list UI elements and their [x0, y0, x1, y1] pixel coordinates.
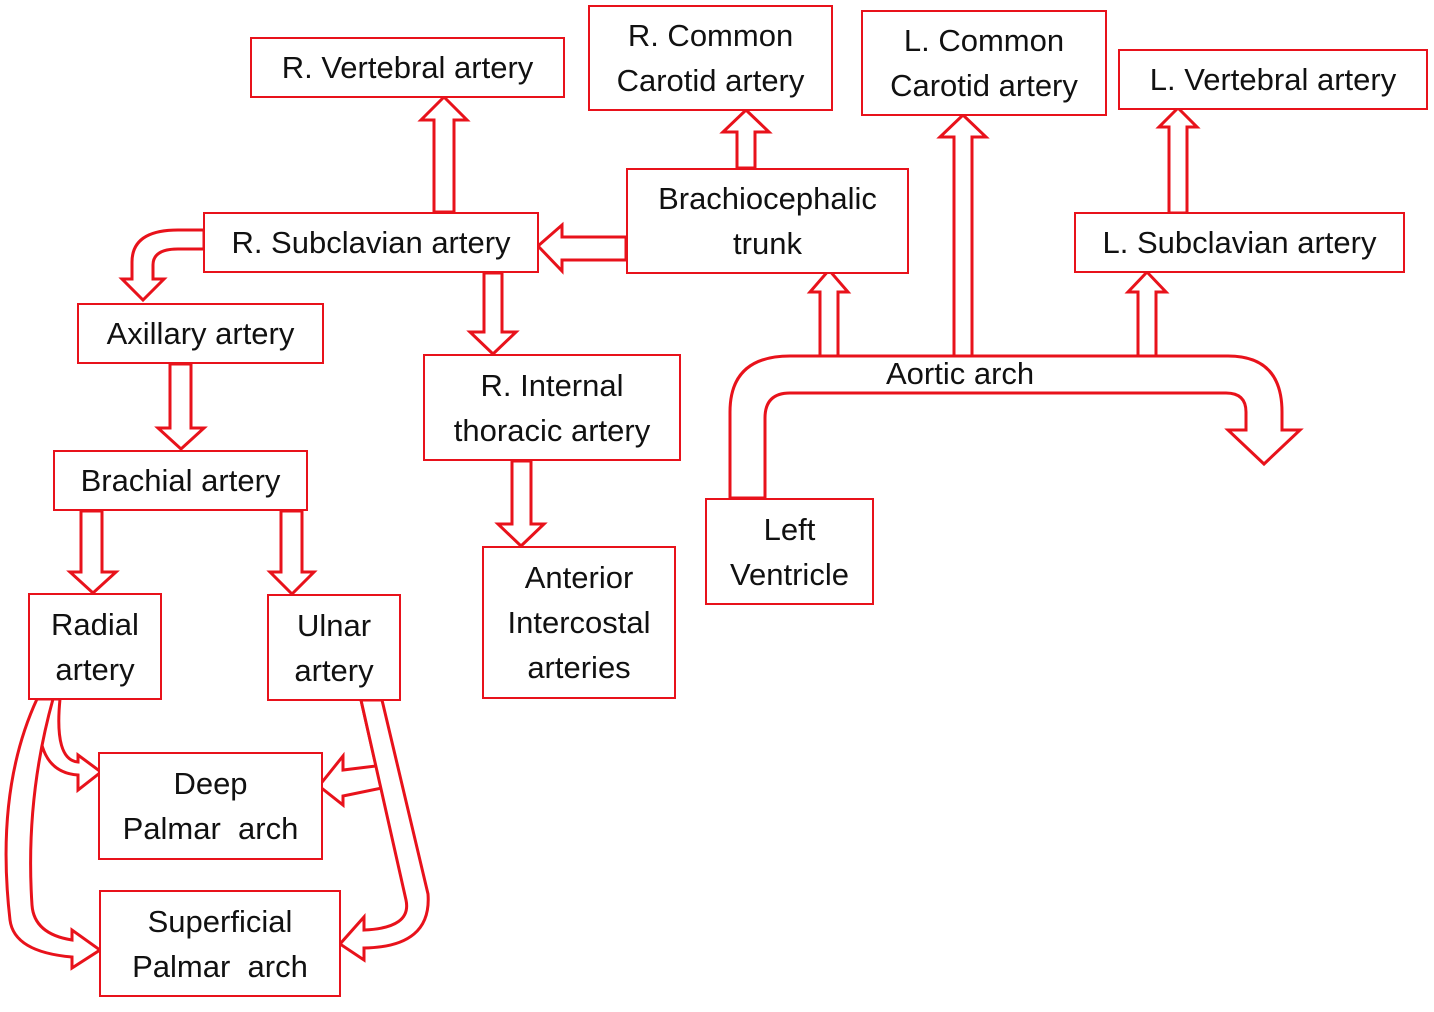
node-label-line-2: artery: [55, 651, 135, 687]
node-label-line-2: Carotid artery: [890, 68, 1078, 103]
node-label-line-1: Superficial: [147, 903, 293, 939]
node-label-line-2: Intercostal: [507, 605, 651, 640]
node-label: Brachial artery: [80, 463, 281, 498]
arrow-arch-to-l-subclavian: [1124, 269, 1170, 358]
arrow-axillary-to-brachial: [154, 362, 208, 452]
arrow-brachiocephalic-to-r-subclavian: [535, 221, 628, 275]
node-radial-artery: Radial artery: [28, 593, 162, 700]
node-label-line-1: Left: [763, 511, 816, 547]
node-label-line-2: Palmar arch: [122, 811, 299, 846]
arrow-l-subclavian-to-l-vertebral: [1155, 105, 1201, 215]
node-label: Axillary artery: [106, 316, 295, 351]
arrow-brachial-to-radial: [66, 509, 120, 596]
node-label-line-2: Palmar arch: [132, 948, 308, 984]
node-ulnar-artery: Ulnar artery: [267, 594, 401, 701]
node-l-subclavian-artery: L. Subclavian artery: [1074, 212, 1405, 273]
node-r-common-carotid-artery: R. Common Carotid artery: [588, 5, 833, 111]
node-label-line-1: Radial: [51, 606, 139, 642]
node-l-vertebral-artery: L. Vertebral artery: [1118, 49, 1428, 110]
node-label-line-1: Brachiocephalic: [658, 181, 877, 216]
node-label-line-2: Carotid artery: [616, 63, 805, 98]
arrow-r-internal-thoracic-to-anterior-intercostal: [494, 459, 548, 549]
arrow-r-subclavian-to-r-vertebral: [417, 94, 471, 214]
node-label-line-2: Ventricle: [730, 556, 849, 592]
node-label-line-2: artery: [294, 652, 374, 688]
node-label-line-2: trunk: [733, 226, 802, 261]
node-deep-palmar-arch: Deep Palmar arch: [98, 752, 323, 860]
arrow-ulnar-to-superficial-palmar: [337, 698, 430, 963]
arrow-brachial-to-ulnar: [266, 509, 318, 597]
arrow-r-subclavian-to-axillary: [118, 228, 206, 303]
node-label-line-1: Deep: [173, 766, 248, 801]
node-brachiocephalic-trunk: Brachiocephalic trunk: [626, 168, 909, 274]
node-label-line-1: Ulnar: [296, 607, 372, 643]
node-label-line-1: R. Common: [627, 18, 794, 53]
node-anterior-intercostal-arteries: Anterior Intercostal arteries: [482, 546, 676, 699]
node-left-ventricle: Left Ventricle: [705, 498, 874, 605]
arrow-arch-to-brachiocephalic: [806, 267, 852, 358]
node-axillary-artery: Axillary artery: [77, 303, 324, 364]
node-label-line-2: thoracic artery: [453, 412, 651, 448]
node-brachial-artery: Brachial artery: [53, 450, 308, 511]
arrow-radial-to-superficial-palmar: [4, 697, 103, 971]
node-l-common-carotid-artery: L. Common Carotid artery: [861, 10, 1107, 116]
node-label: R. Subclavian artery: [231, 225, 511, 260]
arrow-brachiocephalic-to-r-common-carotid: [719, 107, 773, 170]
node-r-internal-thoracic-artery: R. Internal thoracic artery: [423, 354, 681, 461]
node-superficial-palmar-arch: Superficial Palmar arch: [99, 890, 341, 997]
node-label-line-1: Anterior: [524, 560, 634, 595]
arrow-r-subclavian-to-r-internal-thoracic: [466, 271, 520, 357]
node-label: L. Subclavian artery: [1102, 225, 1377, 260]
node-label-line-3: arteries: [527, 650, 631, 685]
node-label-line-1: L. Common: [903, 23, 1065, 58]
node-label-line-1: R. Internal: [480, 367, 624, 403]
aortic-arch-label: Aortic arch: [886, 356, 1035, 391]
node-r-vertebral-artery: R. Vertebral artery: [250, 37, 565, 98]
arrow-arch-to-l-common-carotid: [936, 112, 990, 358]
node-label: R. Vertebral artery: [281, 50, 534, 85]
node-label: L. Vertebral artery: [1149, 62, 1397, 97]
aortic-arch-arrow: [728, 354, 1304, 500]
node-r-subclavian-artery: R. Subclavian artery: [203, 212, 539, 273]
